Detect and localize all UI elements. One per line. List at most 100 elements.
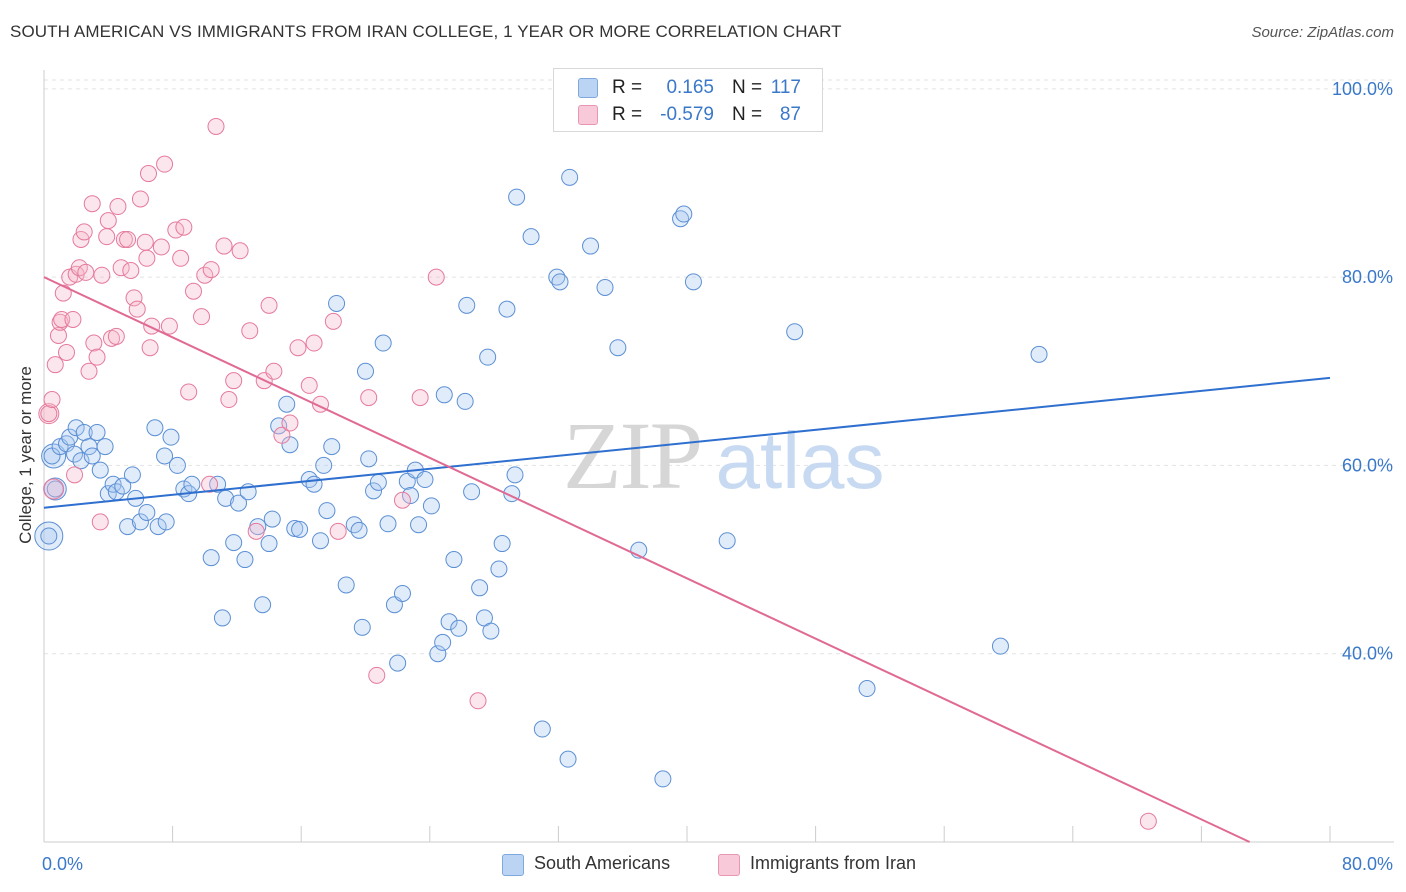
chart-title: SOUTH AMERICAN VS IMMIGRANTS FROM IRAN C…	[10, 22, 842, 41]
data-point	[34, 521, 64, 551]
series-south-americans	[34, 90, 1048, 788]
watermark-atlas: atlas	[716, 416, 885, 505]
data-point	[429, 645, 447, 663]
data-point	[369, 473, 387, 491]
watermark: ZIP atlas	[563, 402, 884, 509]
data-point	[98, 228, 116, 246]
data-point	[479, 348, 497, 366]
data-point	[582, 237, 600, 255]
data-point	[54, 284, 72, 302]
data-point	[119, 518, 137, 536]
data-point	[533, 720, 551, 738]
data-point	[64, 310, 82, 328]
data-point	[273, 426, 291, 444]
data-point	[162, 428, 180, 446]
data-point	[184, 282, 202, 300]
data-point	[146, 419, 164, 437]
data-point	[337, 576, 355, 594]
data-point	[183, 475, 201, 493]
data-point	[215, 237, 233, 255]
data-point	[411, 389, 429, 407]
legend-swatch-blue	[502, 854, 524, 876]
data-point	[508, 188, 526, 206]
data-point	[360, 450, 378, 468]
data-point	[323, 438, 341, 456]
data-point	[278, 395, 296, 413]
legend-row-blue: R = 0.165 N = 117	[554, 73, 822, 101]
data-point	[196, 266, 214, 284]
data-point	[131, 513, 149, 531]
data-point	[458, 296, 476, 314]
data-point	[83, 195, 101, 213]
data-point	[122, 262, 140, 280]
data-point	[389, 654, 407, 672]
data-point	[107, 327, 125, 345]
data-point	[1030, 345, 1048, 363]
data-point	[471, 579, 489, 597]
data-point	[482, 622, 500, 640]
data-point	[289, 339, 307, 357]
data-point	[254, 596, 272, 614]
data-point	[548, 268, 566, 286]
legend-n-value: 87	[779, 104, 801, 125]
data-point	[230, 494, 248, 512]
data-point	[156, 447, 174, 465]
data-point	[91, 513, 109, 531]
data-point	[202, 549, 220, 567]
data-point	[67, 419, 85, 437]
legend-r-label: R =	[612, 104, 643, 125]
data-point	[247, 522, 265, 540]
data-point	[609, 339, 627, 357]
watermark-zip: ZIP	[563, 402, 701, 509]
data-point	[91, 461, 109, 479]
data-point	[49, 326, 67, 344]
data-point	[675, 205, 693, 223]
data-point	[329, 522, 347, 540]
data-point	[506, 466, 524, 484]
data-point	[490, 560, 508, 578]
data-point	[498, 300, 516, 318]
data-point	[241, 322, 259, 340]
y-tick-label: 80.0%	[1342, 267, 1393, 287]
data-point	[353, 618, 371, 636]
data-point	[345, 516, 363, 534]
legend-n-label: N =	[732, 104, 763, 125]
data-point	[324, 312, 342, 330]
data-point	[365, 482, 383, 500]
data-point	[315, 456, 333, 474]
data-point	[265, 362, 283, 380]
data-point	[143, 317, 161, 335]
data-point	[114, 477, 132, 495]
data-point	[201, 475, 219, 493]
data-point	[456, 392, 474, 410]
data-point	[263, 510, 281, 528]
data-point	[123, 466, 141, 484]
data-point	[128, 300, 146, 318]
data-point	[469, 692, 487, 710]
data-point	[220, 391, 238, 409]
data-point	[410, 516, 428, 534]
data-point	[311, 532, 329, 550]
data-point	[66, 466, 84, 484]
data-point	[318, 502, 336, 520]
data-point	[157, 513, 175, 531]
data-point	[41, 443, 67, 469]
data-point	[72, 452, 90, 470]
trendline-immigrants-from-iran	[43, 276, 1251, 843]
tick-labels: 40.0% 60.0% 80.0% 100.0% 0.0% 80.0%	[42, 79, 1393, 874]
data-point	[109, 198, 127, 216]
data-point	[93, 266, 111, 284]
data-point	[125, 289, 143, 307]
data-point	[270, 417, 288, 435]
data-point	[58, 343, 76, 361]
data-point	[374, 334, 392, 352]
legend-swatch-pink	[578, 105, 598, 125]
source-label: Source: ZipAtlas.com	[1251, 24, 1394, 41]
x-tick-label: 0.0%	[42, 854, 83, 874]
data-point	[38, 403, 60, 425]
data-point	[357, 362, 374, 380]
data-point	[435, 386, 453, 404]
legend-r-value: -0.579	[660, 104, 714, 125]
data-point	[136, 233, 154, 251]
